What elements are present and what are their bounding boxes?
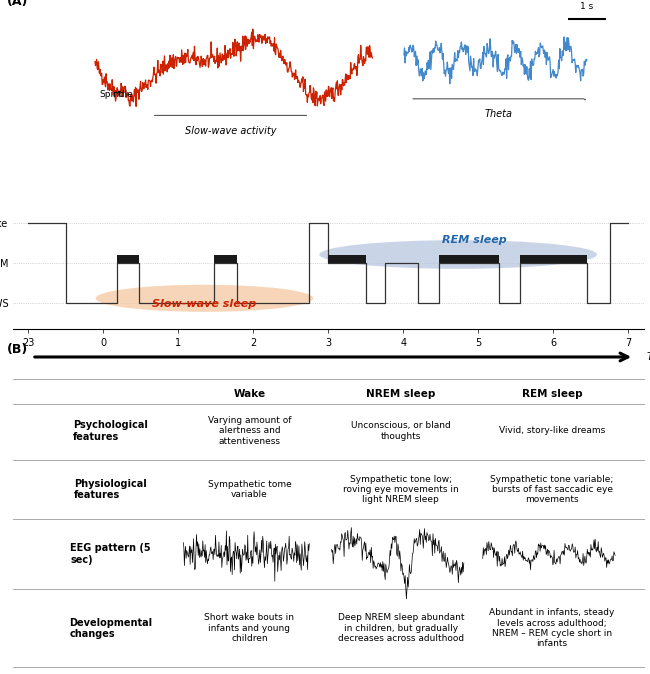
Text: Wake: Wake <box>233 389 265 399</box>
Text: REM sleep: REM sleep <box>522 389 582 399</box>
Text: Psychological
features: Psychological features <box>73 420 148 441</box>
Text: Unconscious, or bland
thoughts: Unconscious, or bland thoughts <box>351 421 450 441</box>
Bar <box>116 255 139 264</box>
Text: REM sleep: REM sleep <box>442 235 507 245</box>
Text: Sympathetic tone variable;
bursts of fast saccadic eye
movements: Sympathetic tone variable; bursts of fas… <box>491 474 614 504</box>
Text: 1 s: 1 s <box>580 2 593 11</box>
Text: Sympathetic tone low;
roving eye movements in
light NREM sleep: Sympathetic tone low; roving eye movemen… <box>343 474 459 504</box>
Text: Short wake bouts in
infants and young
children: Short wake bouts in infants and young ch… <box>205 613 294 643</box>
Text: EEG pattern (5
sec): EEG pattern (5 sec) <box>70 543 151 565</box>
Text: Varying amount of
alertness and
attentiveness: Varying amount of alertness and attentiv… <box>208 416 291 446</box>
Text: Abundant in infants, steady
levels across adulthood;
NREM – REM cycle short in
i: Abundant in infants, steady levels acros… <box>489 608 615 648</box>
Text: Physiological
features: Physiological features <box>74 479 147 500</box>
Text: Slow-wave activity: Slow-wave activity <box>185 125 276 135</box>
Text: (B): (B) <box>6 343 28 356</box>
Text: Theta: Theta <box>484 109 512 119</box>
Text: NREM sleep: NREM sleep <box>366 389 436 399</box>
Bar <box>439 255 499 264</box>
Text: (A): (A) <box>6 0 28 7</box>
Text: Time (hours): Time (hours) <box>647 352 650 362</box>
Text: Deep NREM sleep abundant
in children, but gradually
decreases across adulthood: Deep NREM sleep abundant in children, bu… <box>337 613 464 643</box>
Text: Vivid, story-like dreams: Vivid, story-like dreams <box>499 427 605 435</box>
Text: Spindle: Spindle <box>99 90 133 99</box>
Bar <box>214 255 237 264</box>
Ellipse shape <box>319 240 597 269</box>
Text: Sympathetic tome
variable: Sympathetic tome variable <box>207 480 291 499</box>
Text: Slow-wave sleep: Slow-wave sleep <box>152 299 257 309</box>
Text: Developmental
changes: Developmental changes <box>69 617 152 639</box>
Bar <box>328 255 366 264</box>
Bar <box>519 255 587 264</box>
Ellipse shape <box>96 284 313 312</box>
